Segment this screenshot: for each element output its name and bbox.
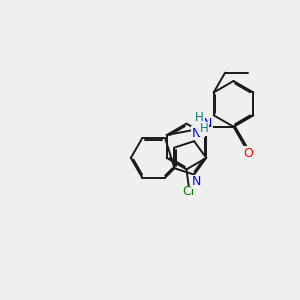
Text: H: H <box>200 122 208 135</box>
Text: N: N <box>192 127 201 140</box>
Text: H: H <box>195 110 204 124</box>
Text: O: O <box>244 147 254 160</box>
Text: N: N <box>192 175 201 188</box>
Text: Cl: Cl <box>182 185 195 198</box>
Text: N: N <box>203 117 212 130</box>
